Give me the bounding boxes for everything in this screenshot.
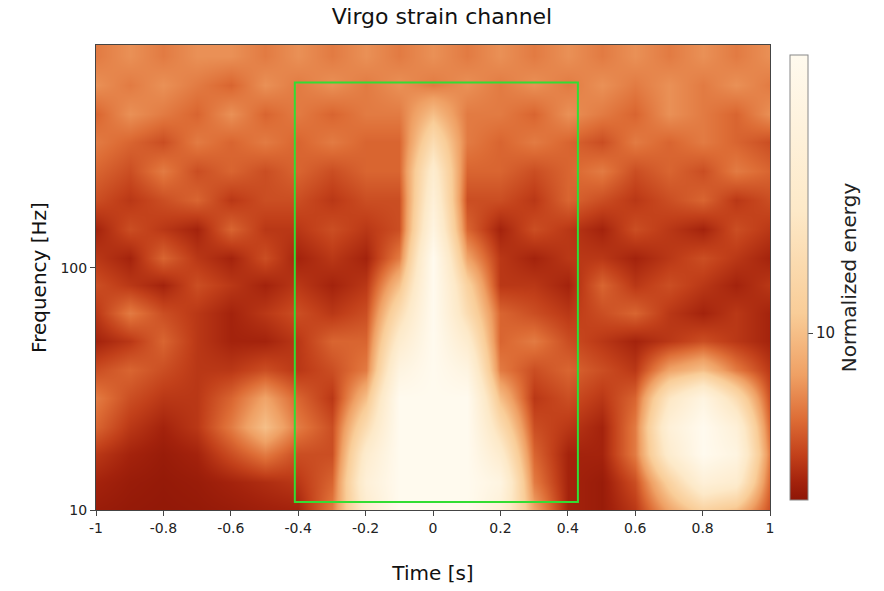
svg-text:Virgo strain channel: Virgo strain channel xyxy=(332,4,552,29)
svg-text:-0.6: -0.6 xyxy=(217,520,244,536)
svg-text:0.4: 0.4 xyxy=(557,520,579,536)
svg-text:-1: -1 xyxy=(89,520,103,536)
svg-text:0: 0 xyxy=(429,520,438,536)
svg-text:0.8: 0.8 xyxy=(691,520,713,536)
svg-text:Normalized energy: Normalized energy xyxy=(837,183,861,373)
svg-text:Frequency [Hz]: Frequency [Hz] xyxy=(27,202,51,353)
svg-text:Time [s]: Time [s] xyxy=(391,561,473,585)
svg-text:-0.2: -0.2 xyxy=(352,520,379,536)
svg-text:-0.4: -0.4 xyxy=(285,520,312,536)
svg-text:10: 10 xyxy=(816,324,835,342)
svg-text:0.2: 0.2 xyxy=(489,520,511,536)
svg-text:1: 1 xyxy=(766,520,775,536)
svg-text:100: 100 xyxy=(60,260,87,276)
svg-text:-0.8: -0.8 xyxy=(150,520,177,536)
svg-text:0.6: 0.6 xyxy=(624,520,646,536)
svg-text:10: 10 xyxy=(69,502,87,518)
